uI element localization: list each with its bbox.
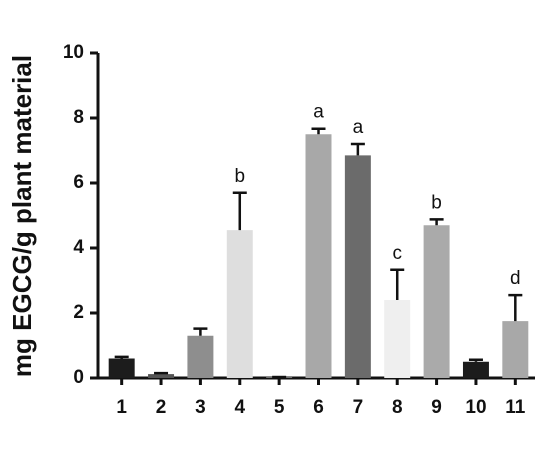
- x-tick-label: 9: [431, 397, 442, 418]
- x-tick-label: 4: [234, 397, 245, 418]
- x-tick-label: 11: [505, 397, 526, 418]
- error-bar: [350, 142, 365, 156]
- y-tick-label: 0: [73, 367, 84, 388]
- error-bar: [468, 358, 483, 362]
- y-tick-label: 4: [73, 237, 84, 258]
- bar: [502, 321, 529, 378]
- bar: [344, 155, 371, 378]
- y-axis-label: mg EGCG/g plant material: [7, 55, 37, 377]
- bar: [108, 358, 135, 378]
- x-tick-label: 3: [195, 397, 206, 418]
- bar: [148, 374, 175, 378]
- annotation: c: [392, 243, 402, 264]
- annotation: a: [313, 102, 324, 123]
- error-bar: [114, 355, 129, 359]
- annotation: d: [510, 268, 521, 289]
- annotation: a: [353, 117, 364, 138]
- y-tick-label: 8: [73, 107, 84, 128]
- annotation: b: [431, 192, 442, 213]
- x-tick-label: 6: [313, 397, 324, 418]
- x-tick-label: 8: [392, 397, 403, 418]
- x-tick-label: 5: [274, 397, 285, 418]
- y-tick-label: 2: [73, 302, 84, 323]
- bar: [187, 335, 214, 378]
- bar: [384, 300, 411, 378]
- annotation: b: [234, 166, 245, 187]
- bar: [462, 361, 489, 378]
- bar: [305, 134, 332, 378]
- error-bar: [311, 127, 326, 135]
- error-bar: [508, 293, 523, 322]
- error-bar: [154, 371, 169, 375]
- x-tick-label: 1: [116, 397, 127, 418]
- bar: [226, 230, 253, 378]
- x-tick-label: 2: [156, 397, 167, 418]
- error-bar: [232, 191, 247, 231]
- y-tick-label: 10: [63, 42, 84, 63]
- error-bar: [429, 218, 444, 226]
- bar: [423, 225, 450, 378]
- x-tick-label: 10: [465, 397, 486, 418]
- error-bar: [390, 268, 405, 300]
- error-bar: [193, 327, 208, 336]
- x-tick-label: 7: [353, 397, 364, 418]
- y-tick-label: 6: [73, 172, 84, 193]
